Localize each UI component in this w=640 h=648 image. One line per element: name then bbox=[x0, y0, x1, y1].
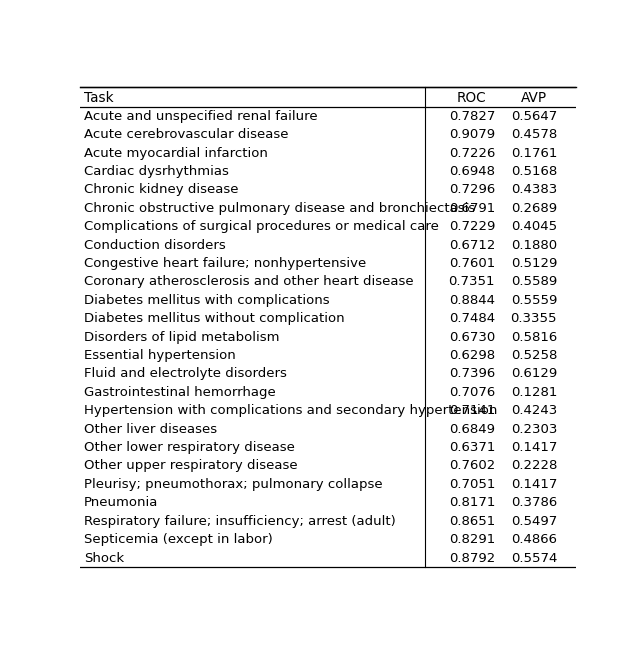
Text: 0.1417: 0.1417 bbox=[511, 478, 557, 491]
Text: ROC: ROC bbox=[457, 91, 486, 105]
Text: 0.2228: 0.2228 bbox=[511, 459, 557, 472]
Text: 0.7827: 0.7827 bbox=[449, 110, 495, 123]
Text: 0.3355: 0.3355 bbox=[511, 312, 557, 325]
Text: 0.7484: 0.7484 bbox=[449, 312, 495, 325]
Text: 0.7076: 0.7076 bbox=[449, 386, 495, 399]
Text: 0.7351: 0.7351 bbox=[449, 275, 495, 288]
Text: 0.4866: 0.4866 bbox=[511, 533, 557, 546]
Text: 0.1281: 0.1281 bbox=[511, 386, 557, 399]
Text: 0.8291: 0.8291 bbox=[449, 533, 495, 546]
Text: Coronary atherosclerosis and other heart disease: Coronary atherosclerosis and other heart… bbox=[84, 275, 413, 288]
Text: 0.5129: 0.5129 bbox=[511, 257, 557, 270]
Text: 0.5589: 0.5589 bbox=[511, 275, 557, 288]
Text: 0.6298: 0.6298 bbox=[449, 349, 495, 362]
Text: Gastrointestinal hemorrhage: Gastrointestinal hemorrhage bbox=[84, 386, 276, 399]
Text: Other lower respiratory disease: Other lower respiratory disease bbox=[84, 441, 295, 454]
Text: Conduction disorders: Conduction disorders bbox=[84, 238, 226, 251]
Text: 0.5497: 0.5497 bbox=[511, 515, 557, 527]
Text: 0.2689: 0.2689 bbox=[511, 202, 557, 215]
Text: 0.5647: 0.5647 bbox=[511, 110, 557, 123]
Text: Respiratory failure; insufficiency; arrest (adult): Respiratory failure; insufficiency; arre… bbox=[84, 515, 396, 527]
Text: 0.7396: 0.7396 bbox=[449, 367, 495, 380]
Text: 0.7602: 0.7602 bbox=[449, 459, 495, 472]
Text: Acute cerebrovascular disease: Acute cerebrovascular disease bbox=[84, 128, 289, 141]
Text: 0.5559: 0.5559 bbox=[511, 294, 557, 307]
Text: 0.6791: 0.6791 bbox=[449, 202, 495, 215]
Text: Chronic kidney disease: Chronic kidney disease bbox=[84, 183, 239, 196]
Text: Acute and unspecified renal failure: Acute and unspecified renal failure bbox=[84, 110, 317, 123]
Text: 0.5574: 0.5574 bbox=[511, 551, 557, 564]
Text: Pneumonia: Pneumonia bbox=[84, 496, 158, 509]
Text: 0.5816: 0.5816 bbox=[511, 330, 557, 343]
Text: 0.7141: 0.7141 bbox=[449, 404, 495, 417]
Text: 0.6849: 0.6849 bbox=[449, 422, 495, 435]
Text: Other liver diseases: Other liver diseases bbox=[84, 422, 217, 435]
Text: Disorders of lipid metabolism: Disorders of lipid metabolism bbox=[84, 330, 280, 343]
Text: 0.1761: 0.1761 bbox=[511, 146, 557, 159]
Text: Complications of surgical procedures or medical care: Complications of surgical procedures or … bbox=[84, 220, 439, 233]
Text: 0.5168: 0.5168 bbox=[511, 165, 557, 178]
Text: 0.7226: 0.7226 bbox=[449, 146, 495, 159]
Text: Acute myocardial infarction: Acute myocardial infarction bbox=[84, 146, 268, 159]
Text: Hypertension with complications and secondary hypertension: Hypertension with complications and seco… bbox=[84, 404, 497, 417]
Text: 0.1417: 0.1417 bbox=[511, 441, 557, 454]
Text: 0.4578: 0.4578 bbox=[511, 128, 557, 141]
Text: Pleurisy; pneumothorax; pulmonary collapse: Pleurisy; pneumothorax; pulmonary collap… bbox=[84, 478, 383, 491]
Text: Shock: Shock bbox=[84, 551, 124, 564]
Text: 0.6712: 0.6712 bbox=[449, 238, 495, 251]
Text: 0.9079: 0.9079 bbox=[449, 128, 495, 141]
Text: Congestive heart failure; nonhypertensive: Congestive heart failure; nonhypertensiv… bbox=[84, 257, 366, 270]
Text: Other upper respiratory disease: Other upper respiratory disease bbox=[84, 459, 298, 472]
Text: 0.7229: 0.7229 bbox=[449, 220, 495, 233]
Text: 0.6371: 0.6371 bbox=[449, 441, 495, 454]
Text: 0.7296: 0.7296 bbox=[449, 183, 495, 196]
Text: 0.3786: 0.3786 bbox=[511, 496, 557, 509]
Text: 0.6129: 0.6129 bbox=[511, 367, 557, 380]
Text: 0.4383: 0.4383 bbox=[511, 183, 557, 196]
Text: Diabetes mellitus with complications: Diabetes mellitus with complications bbox=[84, 294, 330, 307]
Text: 0.1880: 0.1880 bbox=[511, 238, 557, 251]
Text: 0.8171: 0.8171 bbox=[449, 496, 495, 509]
Text: Chronic obstructive pulmonary disease and bronchiectasis: Chronic obstructive pulmonary disease an… bbox=[84, 202, 476, 215]
Text: 0.6948: 0.6948 bbox=[449, 165, 495, 178]
Text: 0.6730: 0.6730 bbox=[449, 330, 495, 343]
Text: 0.4045: 0.4045 bbox=[511, 220, 557, 233]
Text: 0.7051: 0.7051 bbox=[449, 478, 495, 491]
Text: Essential hypertension: Essential hypertension bbox=[84, 349, 236, 362]
Text: Task: Task bbox=[84, 91, 113, 105]
Text: Cardiac dysrhythmias: Cardiac dysrhythmias bbox=[84, 165, 229, 178]
Text: 0.4243: 0.4243 bbox=[511, 404, 557, 417]
Text: 0.8651: 0.8651 bbox=[449, 515, 495, 527]
Text: AVP: AVP bbox=[521, 91, 547, 105]
Text: 0.8844: 0.8844 bbox=[449, 294, 495, 307]
Text: 0.5258: 0.5258 bbox=[511, 349, 557, 362]
Text: 0.2303: 0.2303 bbox=[511, 422, 557, 435]
Text: Diabetes mellitus without complication: Diabetes mellitus without complication bbox=[84, 312, 344, 325]
Text: Fluid and electrolyte disorders: Fluid and electrolyte disorders bbox=[84, 367, 287, 380]
Text: Septicemia (except in labor): Septicemia (except in labor) bbox=[84, 533, 273, 546]
Text: 0.8792: 0.8792 bbox=[449, 551, 495, 564]
Text: 0.7601: 0.7601 bbox=[449, 257, 495, 270]
